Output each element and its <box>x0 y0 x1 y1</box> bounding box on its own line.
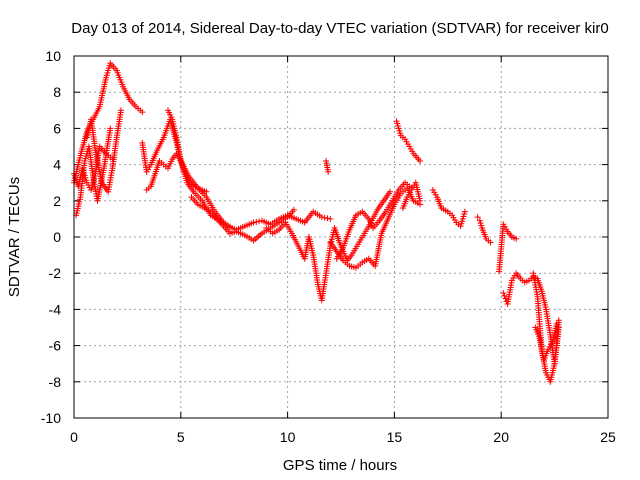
plot-frame <box>73 55 609 419</box>
data-point <box>502 295 509 302</box>
data-point <box>321 214 328 221</box>
data-point <box>461 208 468 215</box>
data-point <box>117 107 124 114</box>
data-point <box>139 109 146 116</box>
data-point <box>474 214 481 221</box>
axis-ticks: 0 5 10 15 20 25 -10 -8 -6 -4 -2 0 2 4 6 8 10 <box>41 48 616 445</box>
x-tick-label: 15 <box>387 429 403 445</box>
data-point <box>501 292 508 299</box>
x-tick-label: 20 <box>493 429 509 445</box>
y-tick-label: -6 <box>49 338 62 354</box>
data-point <box>318 214 325 221</box>
y-tick-label: 10 <box>45 48 61 64</box>
data-point <box>291 206 298 213</box>
y-tick-label: -4 <box>49 301 62 317</box>
y-tick-label: -8 <box>49 374 62 390</box>
grid <box>74 56 608 418</box>
data-point <box>250 219 257 226</box>
x-tick-label: 25 <box>600 429 616 445</box>
data-point <box>417 157 424 164</box>
data-point <box>107 125 114 132</box>
chart-title: Day 013 of 2014, Sidereal Day-to-day VTE… <box>71 20 608 37</box>
data-point <box>253 218 260 225</box>
y-tick-label: 2 <box>53 193 61 209</box>
data-point <box>324 215 331 222</box>
data-point <box>325 168 332 175</box>
data-point <box>203 188 210 195</box>
x-tick-label: 0 <box>70 429 78 445</box>
x-axis-label: GPS time / hours <box>283 457 397 474</box>
y-tick-label: -10 <box>41 410 61 426</box>
x-tick-label: 5 <box>177 429 185 445</box>
y-tick-label: 0 <box>53 229 61 245</box>
y-tick-label: 6 <box>53 120 61 136</box>
data-points <box>71 60 562 385</box>
data-point <box>487 239 494 246</box>
data-point <box>500 290 507 297</box>
y-axis-label: SDTVAR / TECUs <box>6 177 23 297</box>
y-tick-label: 8 <box>53 84 61 100</box>
x-tick-label: 10 <box>280 429 296 445</box>
data-point <box>387 188 394 195</box>
data-point <box>553 320 560 327</box>
data-point <box>555 317 562 324</box>
y-tick-label: -2 <box>49 265 62 281</box>
y-tick-label: 4 <box>53 157 61 173</box>
data-point <box>327 215 334 222</box>
data-point <box>513 235 520 242</box>
data-point <box>417 197 424 204</box>
